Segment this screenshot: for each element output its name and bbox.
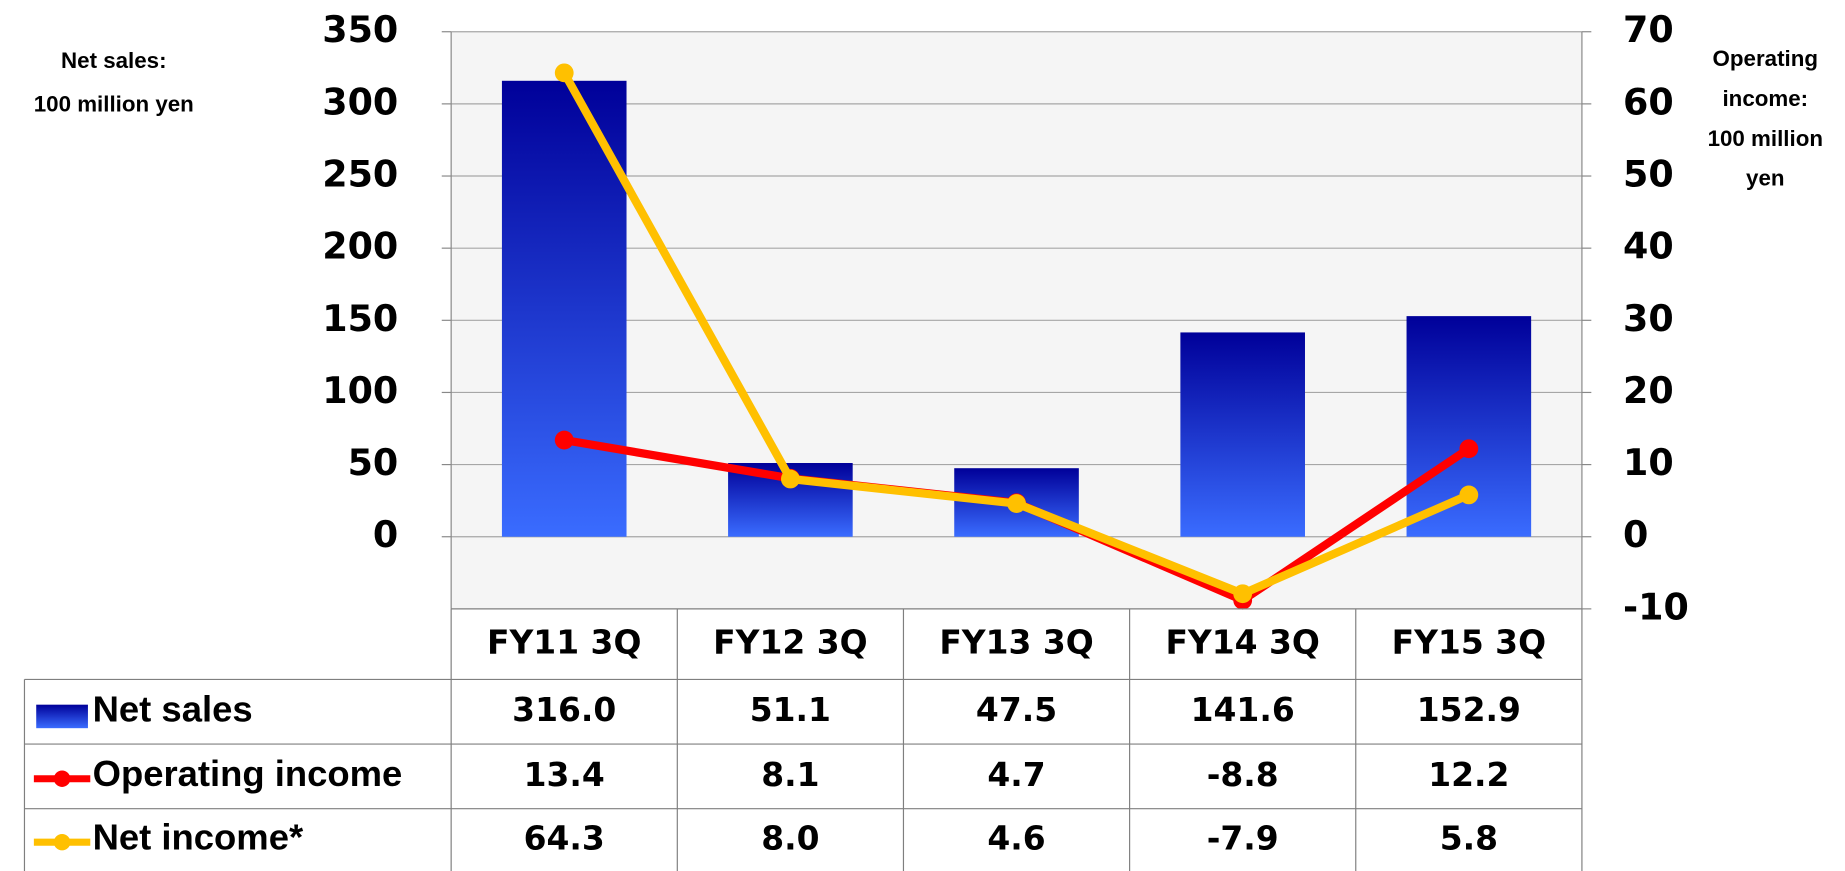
x-tick-label: FY14 3Q [1165, 623, 1319, 662]
point [1007, 494, 1026, 513]
y-tick-label: 250 [322, 153, 398, 196]
y-tick-label: 100 [322, 369, 398, 412]
y-axis-title: Net sales: [61, 48, 166, 73]
y-tick-label: 0 [373, 513, 398, 556]
y2-axis-title: Operating [1713, 46, 1818, 71]
y-tick-label: 200 [322, 225, 398, 268]
table-value: 64.3 [524, 818, 605, 857]
y2-tick-label: 60 [1623, 80, 1674, 123]
y-tick-label: 350 [322, 8, 398, 51]
table-value: 47.5 [976, 690, 1057, 729]
y2-tick-label: 20 [1623, 369, 1674, 412]
y2-tick-label: 70 [1623, 8, 1674, 51]
table-value: -7.9 [1207, 818, 1279, 857]
y-axis-title: 100 million yen [34, 92, 194, 117]
y-tick-label: 300 [322, 80, 398, 123]
y2-axis-title: yen [1746, 166, 1784, 191]
table-value: 51.1 [750, 690, 831, 729]
y2-tick-label: 40 [1623, 225, 1674, 268]
table-value: 8.1 [761, 755, 819, 794]
y2-tick-label: 30 [1623, 297, 1674, 340]
x-tick-label: FY12 3Q [713, 623, 867, 662]
point [1459, 439, 1479, 459]
point [554, 63, 574, 83]
x-tick-label: FY13 3Q [939, 623, 1093, 662]
y2-tick-label: 50 [1623, 153, 1674, 196]
point [1233, 584, 1253, 604]
y-tick-label: 150 [322, 297, 398, 340]
table-value: 4.6 [987, 818, 1045, 857]
point [554, 430, 574, 450]
table-value: 8.0 [761, 818, 819, 857]
point [780, 469, 800, 489]
y2-tick-label: -10 [1623, 585, 1689, 628]
table-value: 4.7 [987, 755, 1045, 794]
point [1459, 485, 1479, 505]
y2-axis-title: income: [1722, 86, 1808, 111]
y2-tick-label: 0 [1623, 513, 1648, 556]
y2-axis-title: 100 million [1708, 126, 1823, 151]
y2-tick-label: 10 [1623, 441, 1674, 484]
x-tick-label: FY11 3Q [487, 623, 641, 662]
legend-swatch [36, 704, 88, 729]
table-value: -8.8 [1207, 755, 1279, 794]
legend-label: Net sales [93, 688, 253, 729]
table-value: 5.8 [1440, 818, 1498, 857]
legend-label: Operating income [93, 753, 403, 794]
legend-swatch [53, 770, 71, 787]
table-value: 316.0 [512, 690, 616, 729]
bar [501, 80, 627, 537]
table-value: 141.6 [1191, 690, 1295, 729]
table-value: 12.2 [1428, 755, 1509, 794]
x-tick-label: FY15 3Q [1392, 623, 1546, 662]
table-value: 13.4 [524, 755, 605, 794]
bar [1180, 332, 1305, 537]
y-tick-label: 50 [348, 441, 399, 484]
table-value: 152.9 [1417, 690, 1521, 729]
legend-label: Net income* [93, 816, 304, 857]
legend-swatch [53, 833, 71, 851]
